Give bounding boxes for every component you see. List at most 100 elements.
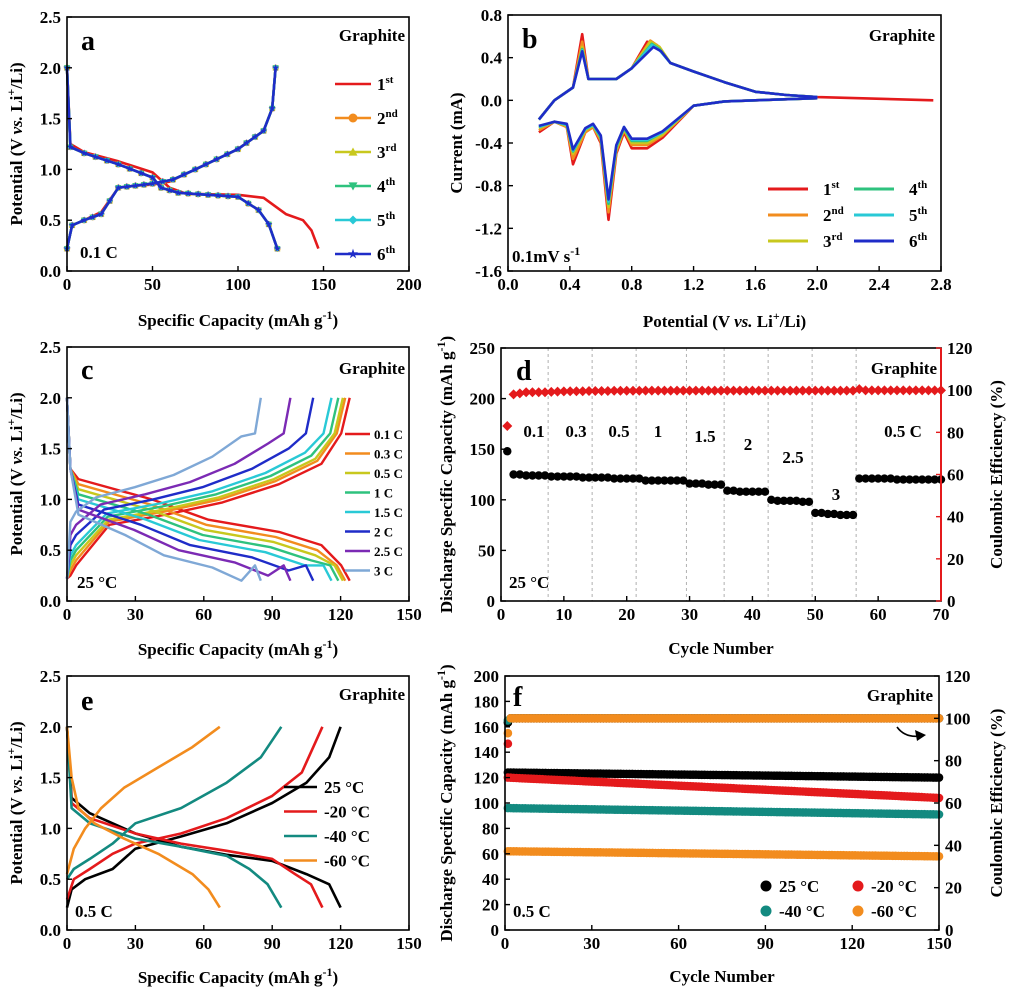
data-point bbox=[66, 143, 75, 151]
data-point bbox=[268, 104, 276, 112]
efficiency-point bbox=[835, 385, 846, 396]
capacity-point bbox=[672, 476, 682, 485]
y2-tick-label: 80 bbox=[947, 423, 964, 442]
y-tick-label: 0.8 bbox=[481, 6, 502, 25]
efficiency-point bbox=[879, 385, 890, 396]
legend-marker bbox=[760, 880, 772, 892]
y-tick-label: 2.0 bbox=[40, 59, 61, 78]
legend-entry: 1.5 C bbox=[345, 505, 403, 520]
capacity-point bbox=[924, 475, 933, 484]
y2-axis-label: Coulombic Efficiency (%) bbox=[987, 709, 1006, 898]
capacity-point bbox=[748, 487, 757, 496]
x-tick-label: 60 bbox=[195, 934, 212, 953]
efficiency-point bbox=[703, 385, 714, 396]
legend-label: 3rd bbox=[377, 142, 397, 162]
panel-letter: b bbox=[522, 24, 538, 55]
panel-f: 0 30 60 90 120 150020406080100120140160180200… bbox=[434, 664, 1006, 986]
y-tick-label: 1.0 bbox=[40, 819, 61, 838]
x-axis-label: Potential (V vs. Li+/Li) bbox=[643, 309, 806, 331]
capacity-point bbox=[697, 479, 707, 488]
series-0.5 C bbox=[65, 397, 345, 582]
data-point bbox=[80, 216, 88, 224]
capacity-point bbox=[553, 472, 562, 481]
data-point bbox=[137, 169, 145, 177]
charge-curve bbox=[65, 397, 315, 579]
efficiency-point bbox=[558, 386, 569, 397]
efficiency-point bbox=[797, 385, 808, 396]
x-tick-label: 20 bbox=[618, 605, 635, 624]
legend-label: -40 °C bbox=[779, 902, 825, 921]
capacity-point bbox=[521, 471, 531, 480]
discharge-curve bbox=[65, 726, 342, 909]
y2-tick-label: 100 bbox=[947, 381, 973, 400]
efficiency-point bbox=[653, 385, 664, 396]
capacity-point bbox=[911, 475, 921, 484]
capacity-point bbox=[905, 475, 914, 484]
data-point bbox=[251, 133, 259, 140]
x-tick-label: 30 bbox=[681, 605, 698, 624]
capacity-point bbox=[540, 471, 550, 480]
capacity-point bbox=[515, 470, 525, 479]
data-point bbox=[244, 199, 252, 207]
capacity-point bbox=[723, 486, 732, 495]
legend-entry: 3rd bbox=[768, 231, 843, 251]
capacity-point bbox=[886, 474, 895, 483]
legend-label: -20 °C bbox=[324, 803, 370, 822]
efficiency-point bbox=[766, 385, 777, 396]
panel-d: 0 10 20 30 40 50 60 700501001502002500204060801… bbox=[434, 336, 1006, 658]
y-tick-label: 0.4 bbox=[481, 49, 503, 68]
series-25 °C bbox=[65, 726, 342, 909]
y-tick-label: 140 bbox=[474, 743, 500, 762]
charge-curve bbox=[65, 397, 340, 579]
capacity-point bbox=[616, 474, 625, 483]
legend-label: 0.1 C bbox=[374, 427, 403, 442]
efficiency-point bbox=[910, 385, 921, 396]
y2-tick-label: 0 bbox=[947, 592, 956, 611]
chart-annotation: 0.5 C bbox=[513, 902, 551, 921]
cv-anodic-curve bbox=[537, 32, 934, 121]
discharge-curve bbox=[65, 397, 340, 582]
y2-tick-label: 40 bbox=[947, 508, 964, 527]
legend-entry: 6th bbox=[854, 231, 927, 251]
x-tick-label: 150 bbox=[396, 605, 422, 624]
discharge-curve bbox=[65, 397, 262, 582]
efficiency-point bbox=[885, 385, 896, 396]
cv-cathodic-curve bbox=[538, 96, 818, 214]
x-tick-label: 90 bbox=[757, 934, 774, 953]
efficiency-point bbox=[904, 385, 915, 396]
panel-c: 0 30 60 90 120 150 0.0 0.5 1.0 1.5 2.0 2.5 c Graphite… bbox=[4, 338, 422, 659]
series-4th bbox=[537, 42, 818, 206]
legend-entry: -20 °C bbox=[852, 877, 917, 896]
cv-anodic-curve bbox=[537, 45, 818, 121]
x-axis-label: Specific Capacity (mAh g-1) bbox=[138, 308, 338, 330]
legend-label: 3rd bbox=[823, 231, 843, 251]
y-tick-label: -1.2 bbox=[475, 219, 502, 238]
efficiency-point bbox=[546, 386, 557, 397]
data-point bbox=[202, 160, 210, 168]
data-point bbox=[103, 156, 111, 164]
efficiency-point bbox=[646, 385, 657, 396]
x-axis-label: Cycle Number bbox=[668, 639, 774, 658]
cv-cathodic-curve bbox=[538, 96, 818, 203]
y2-tick-label: 120 bbox=[945, 667, 971, 686]
data-point bbox=[254, 206, 263, 214]
data-point bbox=[234, 193, 242, 200]
charge-curve bbox=[65, 397, 345, 579]
y-tick-label: 2.5 bbox=[40, 667, 61, 686]
efficiency-point bbox=[502, 421, 513, 432]
legend-label: 1.5 C bbox=[374, 505, 403, 520]
y-tick-label: 2.5 bbox=[40, 338, 61, 357]
capacity-point bbox=[741, 487, 751, 496]
capacity-point bbox=[685, 479, 694, 488]
x-tick-label: 50 bbox=[144, 275, 161, 294]
y-tick-label: 1.5 bbox=[40, 440, 61, 459]
efficiency-point bbox=[841, 385, 852, 396]
efficiency-point bbox=[873, 385, 884, 396]
legend-label: 2nd bbox=[823, 205, 844, 225]
capacity-point bbox=[792, 496, 801, 506]
series--20 °C bbox=[503, 714, 944, 803]
capacity-point bbox=[735, 487, 745, 496]
y-tick-label: 150 bbox=[470, 440, 496, 459]
x-tick-label: 30 bbox=[127, 605, 144, 624]
x-tick-label: 1.2 bbox=[683, 275, 704, 294]
